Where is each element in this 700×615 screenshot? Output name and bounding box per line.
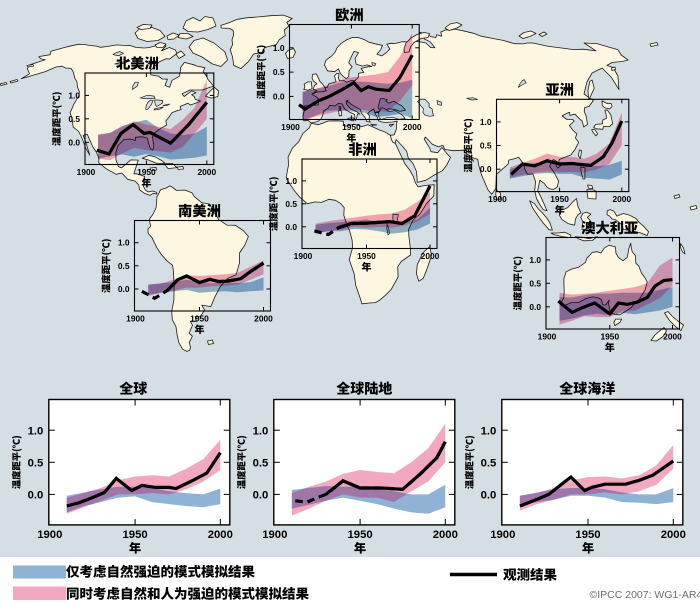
- svg-text:1.0: 1.0: [481, 425, 497, 437]
- svg-text:0.0: 0.0: [118, 284, 130, 294]
- svg-text:1950: 1950: [600, 332, 619, 342]
- svg-text:0.0: 0.0: [480, 164, 492, 174]
- svg-text:0.0: 0.0: [529, 302, 541, 312]
- svg-text:1900: 1900: [490, 529, 515, 541]
- svg-text:1950: 1950: [190, 314, 209, 324]
- svg-text:1950: 1950: [137, 167, 156, 177]
- svg-text:1900: 1900: [77, 167, 96, 177]
- svg-text:0.5: 0.5: [253, 457, 269, 469]
- svg-text:0.5: 0.5: [529, 278, 541, 288]
- svg-text:1900: 1900: [294, 251, 313, 261]
- svg-text:1900: 1900: [126, 314, 145, 324]
- svg-text:0.5: 0.5: [28, 457, 44, 469]
- svg-text:1900: 1900: [488, 194, 507, 204]
- svg-text:1950: 1950: [575, 529, 600, 541]
- svg-text:1950: 1950: [342, 122, 361, 132]
- svg-text:2000: 2000: [254, 314, 273, 324]
- svg-text:1900: 1900: [281, 122, 300, 132]
- svg-text:0.0: 0.0: [68, 137, 80, 147]
- svg-text:1.0: 1.0: [529, 255, 541, 265]
- svg-text:2000: 2000: [197, 167, 216, 177]
- svg-text:0.0: 0.0: [481, 490, 497, 502]
- svg-text:0.5: 0.5: [68, 114, 80, 124]
- svg-text:2000: 2000: [421, 251, 440, 261]
- svg-text:1.0: 1.0: [68, 90, 80, 100]
- svg-text:0.0: 0.0: [273, 91, 285, 101]
- svg-text:0.0: 0.0: [285, 222, 297, 232]
- svg-text:0.5: 0.5: [480, 141, 492, 151]
- svg-text:©IPCC 2007: WG1-AR4: ©IPCC 2007: WG1-AR4: [590, 589, 700, 601]
- svg-text:2000: 2000: [661, 529, 686, 541]
- svg-text:1950: 1950: [550, 194, 569, 204]
- svg-text:1.0: 1.0: [285, 176, 297, 186]
- svg-text:0.0: 0.0: [28, 490, 44, 502]
- svg-text:2000: 2000: [433, 529, 458, 541]
- svg-text:0.5: 0.5: [481, 457, 497, 469]
- svg-text:1.0: 1.0: [273, 43, 285, 53]
- svg-text:2000: 2000: [403, 122, 422, 132]
- svg-text:1900: 1900: [37, 529, 62, 541]
- svg-text:1950: 1950: [123, 529, 148, 541]
- svg-text:2000: 2000: [663, 332, 682, 342]
- svg-text:2000: 2000: [208, 529, 233, 541]
- svg-text:1.0: 1.0: [28, 425, 44, 437]
- svg-text:1.0: 1.0: [118, 238, 130, 248]
- svg-text:0.5: 0.5: [118, 261, 130, 271]
- svg-text:1.0: 1.0: [480, 117, 492, 127]
- svg-text:0.0: 0.0: [253, 490, 269, 502]
- svg-text:0.5: 0.5: [285, 199, 297, 209]
- svg-text:1900: 1900: [538, 332, 557, 342]
- svg-text:1950: 1950: [357, 251, 376, 261]
- svg-text:1900: 1900: [262, 529, 287, 541]
- svg-text:1950: 1950: [348, 529, 373, 541]
- svg-text:0.5: 0.5: [273, 67, 285, 77]
- svg-text:1.0: 1.0: [253, 425, 269, 437]
- svg-text:2000: 2000: [612, 194, 631, 204]
